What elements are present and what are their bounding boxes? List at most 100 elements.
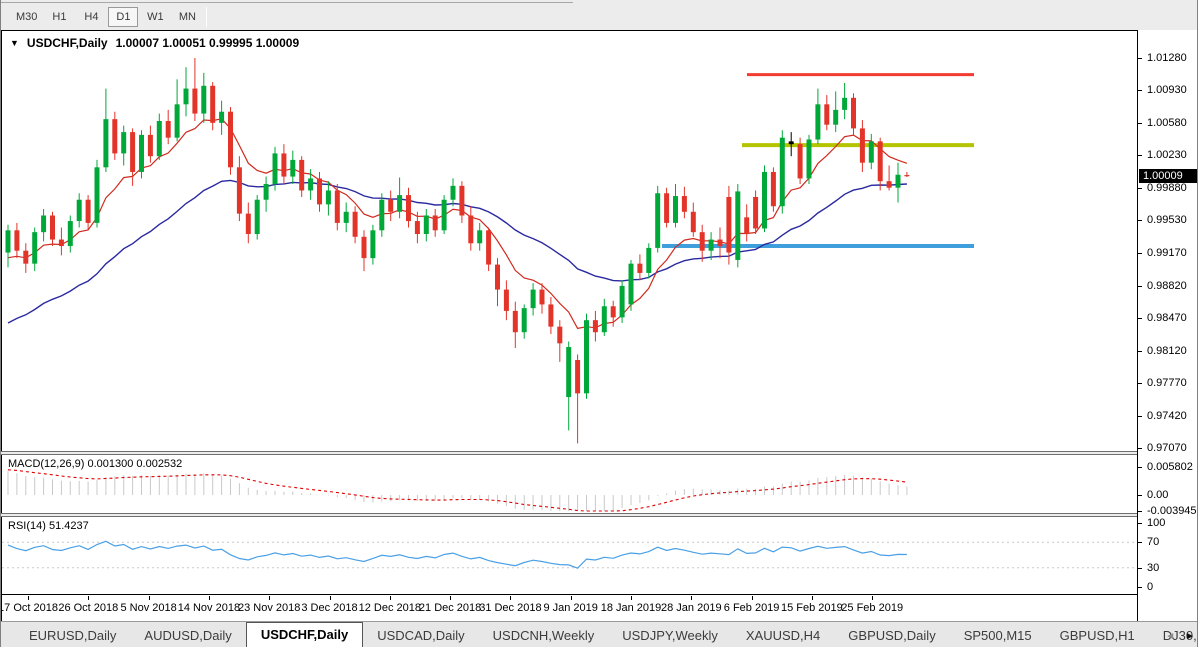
rsi-panel[interactable]: RSI(14) 51.4237 [2, 517, 1137, 594]
date-tick [570, 596, 572, 600]
macd-axis-label: 0.005802 [1147, 461, 1193, 474]
price-axis-label: 0.98470 [1147, 312, 1187, 325]
date-tick [329, 596, 331, 600]
date-label: 15 Feb 2019 [781, 602, 843, 614]
date-label: 25 Feb 2019 [841, 602, 904, 614]
date-label: 14 Nov 2018 [177, 602, 241, 614]
price-axis-label-tick [1138, 220, 1142, 222]
date-tick [450, 596, 452, 600]
rsi-chart [2, 540, 1137, 569]
macd-axis-label-tick [1138, 495, 1142, 496]
date-label: 6 Feb 2019 [723, 602, 780, 614]
price-axis-label-tick [1138, 187, 1142, 189]
date-tick [148, 596, 150, 600]
macd-axis-label: 0.00 [1147, 489, 1169, 501]
macd-chart [7, 469, 908, 512]
price-axis-label: 0.99880 [1147, 181, 1187, 194]
toolbar-edge [1, 2, 573, 3]
rsi-axis-label-tick [1138, 587, 1142, 588]
tab-xauusd-h4[interactable]: XAUUSD,H4 [745, 628, 821, 643]
tab-gbpusd-h1[interactable]: GBPUSD,H1 [1059, 628, 1135, 643]
timeframe-button-W1[interactable]: W1 [147, 11, 164, 23]
dropdown-icon[interactable]: ▼ [10, 38, 19, 48]
chart-ohlc-values: 1.00007 1.00051 0.99995 1.00009 [115, 36, 300, 50]
top-toolbar-sliver [1, 0, 1197, 4]
date-tick [631, 596, 632, 600]
rsi-axis-label-tick [1138, 567, 1142, 569]
price-axis[interactable]: 1.01280 1.00930 1.00580 1.00230 0.99880 0.995… [1137, 30, 1197, 621]
price-axis-label: 0.98120 [1147, 344, 1187, 357]
date-tick [811, 596, 813, 600]
panel-divider-1[interactable] [1, 451, 1197, 455]
tab-usdcad-daily[interactable]: USDCAD,Daily [377, 628, 465, 643]
chart-border-left [1, 30, 2, 621]
date-label: 28 Jan 2019 [661, 602, 722, 614]
price-panel[interactable]: ▼ USDCHF,Daily 1.00007 1.00051 0.99995 1… [2, 31, 1137, 451]
macd-panel[interactable]: MACD(12,26,9) 0.001300 0.002532 [2, 455, 1137, 513]
date-tick [751, 596, 753, 600]
macd-axis-label-tick [1138, 511, 1142, 512]
price-axis-label-tick [1138, 90, 1142, 92]
rsi-label: RSI(14) 51.4237 [8, 520, 89, 532]
price-axis-label-tick [1138, 383, 1142, 385]
chart-border-bottom [1, 594, 1137, 595]
date-label: 21 Dec 2018 [418, 602, 482, 614]
price-axis-label-tick [1138, 318, 1142, 320]
toolbar-separator [206, 7, 208, 27]
price-axis-label: 1.01280 [1147, 52, 1187, 64]
tab-scroll-left-icon[interactable]: ◄ [1165, 631, 1176, 642]
macd-axis-label: -0.003945 [1147, 505, 1197, 517]
date-tick [872, 596, 874, 600]
date-label: 12 Dec 2018 [358, 602, 421, 614]
price-axis-label: 0.99170 [1147, 247, 1187, 260]
timeframe-button-H4[interactable]: H4 [84, 11, 99, 23]
date-label: 18 Jan 2019 [600, 602, 662, 614]
tab-usdchf-daily[interactable]: USDCHF,Daily [245, 622, 364, 647]
tab-gbpusd-daily[interactable]: GBPUSD,Daily [848, 628, 936, 643]
candlestick-chart[interactable] [2, 31, 1137, 451]
tab-audusd-daily[interactable]: AUDUSD,Daily [144, 628, 232, 643]
price-axis-label: 0.97070 [1147, 442, 1187, 454]
price-axis-label-tick [1138, 58, 1142, 59]
current-price-tag: 1.00009 [1139, 168, 1197, 183]
price-axis-label: 1.00230 [1147, 149, 1187, 162]
rsi-axis-label-tick [1138, 523, 1142, 524]
tab-sp500-m15[interactable]: SP500,M15 [963, 628, 1032, 643]
date-label: 23 Nov 2018 [237, 602, 301, 614]
chart-title: ▼ USDCHF,Daily 1.00007 1.00051 0.99995 1… [10, 36, 299, 50]
price-axis-label: 0.99530 [1147, 214, 1187, 227]
date-tick [28, 596, 29, 600]
price-axis-label-tick [1138, 350, 1142, 352]
tab-dj30-h4[interactable]: DJ30,H4 [1162, 628, 1197, 643]
timeframe-button-H1[interactable]: H1 [52, 11, 67, 23]
date-label: 3 Dec 2018 [301, 602, 358, 614]
chart-border-top [1, 30, 1137, 31]
timeframe-button-MN[interactable]: MN [178, 11, 196, 23]
price-axis-label-tick [1138, 155, 1142, 157]
timeframe-button-M30[interactable]: M30 [16, 11, 38, 23]
chart-window: ▼ USDCHF,Daily 1.00007 1.00051 0.99995 1… [1, 30, 1197, 647]
chart-tab-bar: EURUSD,Daily AUDUSD,Daily USDCHF,Daily USDC… [1, 621, 1197, 647]
timeframe-toolbar: M30 H1 H4 D1 W1 MN [1, 4, 1197, 30]
tab-scroll-right-icon[interactable]: ► [1185, 631, 1195, 642]
price-axis-label: 0.98820 [1147, 279, 1187, 292]
rsi-axis-label: 0 [1147, 581, 1154, 593]
date-tick [691, 596, 693, 600]
date-tick [208, 596, 210, 600]
macd-axis-label-tick [1138, 467, 1142, 469]
timeframe-button-D1[interactable]: D1 [108, 7, 139, 27]
date-tick [269, 596, 271, 600]
date-label: 9 Jan 2019 [543, 602, 598, 614]
price-axis-label-tick [1138, 122, 1142, 124]
tab-usdcnh-weekly[interactable]: USDCNH,Weekly [492, 628, 595, 643]
panel-divider-2[interactable] [1, 513, 1197, 517]
chart-symbol-label: USDCHF,Daily [26, 36, 108, 50]
date-label: 31 Dec 2018 [479, 602, 542, 614]
date-label: 5 Nov 2018 [120, 602, 177, 614]
date-tick [389, 596, 391, 600]
tab-eurusd-daily[interactable]: EURUSD,Daily [29, 628, 117, 643]
price-axis-label-tick [1138, 285, 1142, 287]
tab-usdjpy-weekly[interactable]: USDJPY,Weekly [622, 628, 718, 643]
rsi-axis-label-tick [1138, 542, 1142, 544]
